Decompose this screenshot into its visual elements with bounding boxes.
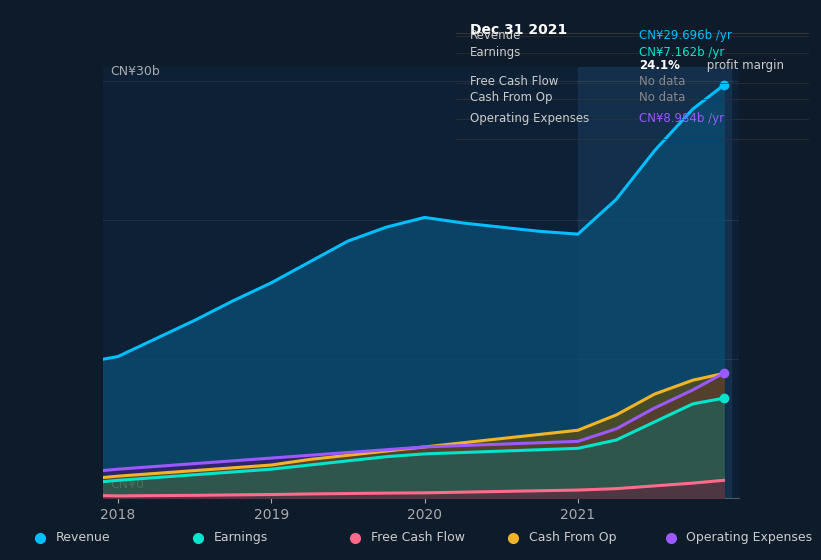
Text: Earnings: Earnings <box>470 46 521 59</box>
Text: No data: No data <box>640 76 686 88</box>
Text: CN¥7.162b /yr: CN¥7.162b /yr <box>640 46 725 59</box>
Text: No data: No data <box>640 91 686 104</box>
Text: Free Cash Flow: Free Cash Flow <box>371 531 465 544</box>
Text: Revenue: Revenue <box>470 29 521 42</box>
Text: Earnings: Earnings <box>213 531 268 544</box>
Text: Operating Expenses: Operating Expenses <box>686 531 813 544</box>
Text: Operating Expenses: Operating Expenses <box>470 112 589 125</box>
Text: Revenue: Revenue <box>56 531 111 544</box>
Text: Cash From Op: Cash From Op <box>470 91 553 104</box>
Text: CN¥8.984b /yr: CN¥8.984b /yr <box>640 112 724 125</box>
Text: CN¥29.696b /yr: CN¥29.696b /yr <box>640 29 732 42</box>
Text: Dec 31 2021: Dec 31 2021 <box>470 23 567 37</box>
Text: 24.1%: 24.1% <box>640 59 680 72</box>
Text: CN¥30b: CN¥30b <box>110 66 160 78</box>
Bar <box>578 67 732 498</box>
Text: CN¥0: CN¥0 <box>110 478 144 492</box>
Text: profit margin: profit margin <box>703 59 784 72</box>
Text: Cash From Op: Cash From Op <box>529 531 617 544</box>
Text: Free Cash Flow: Free Cash Flow <box>470 76 558 88</box>
